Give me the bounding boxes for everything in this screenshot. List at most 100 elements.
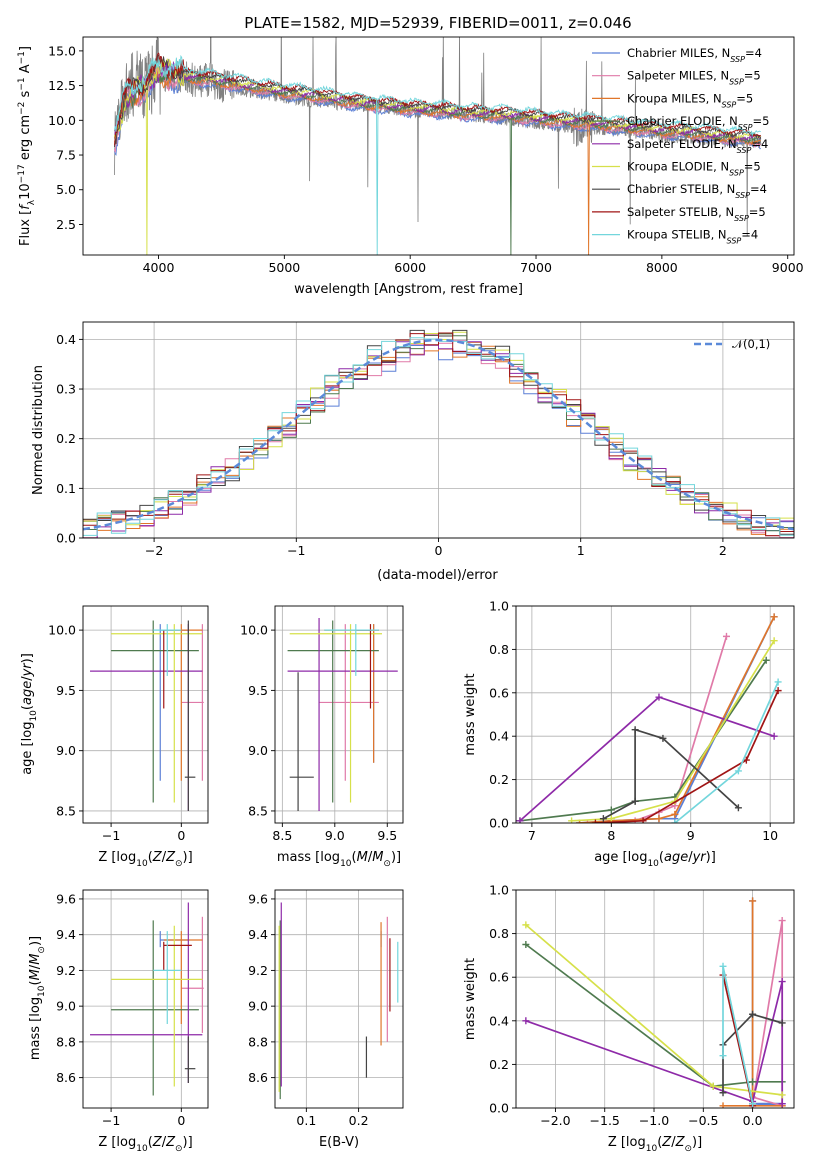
x-tick-label: −0.5: [688, 1113, 718, 1128]
y-tick-label: 0.8: [489, 926, 509, 941]
plot-area-massweight-vs-Z: [522, 897, 786, 1108]
x-tick-label: 9.5: [377, 828, 397, 843]
x-tick-label: 0.2: [349, 1113, 369, 1128]
errorbar-point: [163, 941, 192, 971]
y-tick-label: 7.5: [56, 148, 76, 163]
y-tick-label: 0.2: [489, 1057, 509, 1072]
x-tick-label: 7000: [520, 260, 552, 275]
figure-title: PLATE=1582, MJD=52939, FIBERID=0011, z=0…: [244, 14, 631, 32]
x-tick-label: 8.5: [272, 828, 292, 843]
weight-marker: [591, 819, 599, 823]
x-tick-label: 4000: [143, 260, 175, 275]
normal-reference-curve: [83, 338, 794, 531]
legend-entry: Kroupa STELIB, NSSP=4: [627, 228, 758, 246]
x-axis-label: age [log10(age/yr)]: [594, 850, 716, 869]
errorbar-point: [111, 925, 203, 1087]
x-tick-label: −1.0: [639, 1113, 669, 1128]
weight-marker: [762, 656, 770, 664]
weight-marker: [749, 1010, 757, 1018]
x-tick-label: −2: [145, 543, 163, 558]
errorbar-point: [153, 624, 182, 676]
x-tick-label: 9000: [772, 260, 804, 275]
axes-age-vs-mass: 8.5 9.0 9.5 8.5 9.0 9.5 10.0 mass [log10(M/M⊙)]: [240, 605, 404, 869]
y-tick-label: 9.0: [56, 743, 76, 758]
errorbar-point: [289, 624, 383, 803]
weight-marker: [655, 693, 663, 701]
x-axis-label: wavelength [Angstrom, rest frame]: [294, 282, 523, 297]
y-tick-label: 10.0: [48, 623, 76, 638]
y-tick-label: 9.4: [248, 927, 268, 942]
y-axis-label: mass weight: [463, 673, 478, 755]
y-tick-label: 5.0: [56, 182, 76, 197]
axes-frame: [82, 605, 209, 824]
x-axis-label: (data-model)/error: [377, 568, 498, 583]
weight-marker: [516, 817, 524, 823]
weight-marker: [659, 734, 667, 742]
x-tick-label: 5000: [268, 260, 300, 275]
errorbar-point: [184, 1036, 196, 1083]
weight-marker: [770, 732, 778, 740]
weight-marker: [749, 897, 757, 905]
y-tick-label: 8.8: [56, 1034, 76, 1049]
y-tick-label: 0.4: [489, 729, 509, 744]
y-axis-label: mass [log10(M/M⊙)]: [28, 936, 47, 1060]
weight-marker: [709, 1082, 717, 1090]
legend-entry: Chabrier ELODIE, NSSP=5: [627, 114, 769, 132]
legend-entry: Salpeter MILES, NSSP=5: [627, 69, 761, 87]
errorbar-point: [111, 620, 199, 803]
x-tick-label: −1.5: [590, 1113, 620, 1128]
weight-marker: [639, 817, 647, 823]
weight-marker: [719, 1102, 727, 1108]
weight-marker: [770, 613, 778, 621]
legend-entry: Salpeter ELODIE, NSSP=4: [627, 137, 768, 155]
x-tick-label: 9: [687, 828, 695, 843]
weight-marker: [607, 815, 615, 823]
x-tick-label: 0: [177, 828, 185, 843]
errorbar-point: [181, 624, 204, 781]
weight-marker: [719, 1052, 727, 1060]
y-tick-label: 12.5: [48, 78, 76, 93]
y-tick-label: 9.2: [56, 963, 76, 978]
y-tick-label: 0.8: [489, 642, 509, 657]
y-tick-label: 9.0: [248, 743, 268, 758]
weight-marker: [749, 1100, 757, 1108]
weight-marker: [522, 921, 530, 929]
plot-area-residuals: [83, 329, 794, 538]
weight-series-kroupa-stelib: [671, 678, 782, 823]
weight-marker: [671, 810, 679, 818]
y-axis-label: Normed distribution: [31, 365, 46, 495]
weight-line: [525, 981, 784, 1104]
axes-massweight-vs-age: 7 8 9 10 0.0 0.2 0.4 0.6 0.8 1.0 age [log10(age/yr…: [463, 599, 795, 869]
weight-marker: [774, 687, 782, 695]
weight-marker: [778, 978, 786, 986]
weight-line: [525, 943, 783, 1088]
x-axis-label: mass [log10(M/M⊙)]: [277, 850, 401, 869]
axes-frame: [82, 36, 795, 256]
y-tick-label: 8.6: [248, 1070, 268, 1085]
x-axis-label: Z [log10(Z/Z⊙)]: [98, 850, 192, 869]
weight-line: [571, 640, 775, 822]
axes-frame: [274, 605, 404, 824]
x-tick-label: −2.0: [540, 1113, 570, 1128]
weight-marker: [778, 1091, 786, 1099]
y-tick-label: 0.0: [489, 1101, 509, 1116]
axes-frame: [274, 889, 404, 1109]
weight-marker: [778, 1100, 786, 1108]
y-tick-label: 9.0: [56, 999, 76, 1014]
x-tick-label: 8: [607, 828, 615, 843]
weight-marker: [719, 962, 727, 970]
y-tick-label: 9.5: [248, 683, 268, 698]
axes-residuals: −2 −1 0 1 2 0.0 0.1 0.2 0.3 0.4 𝒩(0,1) (data-model)…: [31, 321, 795, 583]
weight-series-kroupa-stelib: [719, 962, 757, 1108]
y-tick-label: 0.4: [489, 1013, 509, 1028]
errorbar-point: [163, 931, 203, 1025]
y-tick-label: 0.2: [489, 772, 509, 787]
y-tick-label: 0.6: [489, 685, 509, 700]
weight-marker: [719, 1089, 727, 1097]
weight-series-salpeter-elodie: [522, 978, 786, 1108]
weight-marker: [631, 726, 639, 734]
weight-line: [722, 1013, 783, 1093]
weight-marker: [655, 815, 663, 823]
y-tick-label: 10.0: [240, 623, 268, 638]
